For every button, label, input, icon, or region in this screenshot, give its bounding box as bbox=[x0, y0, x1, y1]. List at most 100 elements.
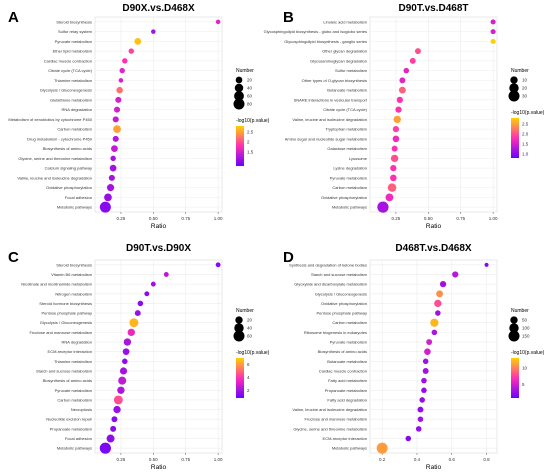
x-axis-label: Ratio bbox=[151, 223, 167, 230]
data-point bbox=[490, 29, 496, 35]
size-legend-label: 20 bbox=[522, 86, 528, 91]
y-tick-label: Carbon metabolism bbox=[332, 185, 367, 190]
y-tick-label: Sulfur metabolism bbox=[335, 68, 368, 73]
data-point bbox=[110, 155, 116, 162]
y-tick-label: Glycolysis / Gluconeogenesis bbox=[40, 88, 92, 93]
y-tick-label: Glycosphingolipid biosynthesis - globo a… bbox=[264, 29, 367, 34]
data-point bbox=[106, 434, 115, 443]
data-point bbox=[111, 416, 118, 423]
y-tick-label: Fructose and mannose metabolism bbox=[305, 417, 368, 422]
size-legend-label: 80 bbox=[247, 102, 253, 107]
y-tick-label: Glutathione metabolism bbox=[50, 97, 93, 102]
y-tick-label: Glycosaminoglycan degradation bbox=[310, 58, 367, 63]
y-tick-label: Necroptosis bbox=[71, 407, 92, 412]
y-tick-label: Oxidative phosphorylation bbox=[321, 195, 367, 200]
data-point bbox=[150, 281, 156, 287]
color-legend-title: -log10(p.value) bbox=[511, 350, 545, 356]
data-point bbox=[376, 442, 388, 454]
data-point bbox=[127, 328, 135, 337]
y-tick-label: Linoleic acid metabolism bbox=[323, 19, 367, 24]
y-tick-label: Nucleotide excision repair bbox=[46, 417, 92, 422]
colorbar-tick-label: 1.5 bbox=[247, 150, 254, 155]
size-legend-label: 40 bbox=[247, 326, 253, 331]
y-tick-label: Pyruvate metabolism bbox=[330, 340, 368, 345]
x-tick-label: 1.00 bbox=[214, 216, 223, 221]
chart-title: D90X.vs.D468X bbox=[122, 3, 195, 14]
y-tick-label: Focal adhesion bbox=[65, 436, 92, 441]
size-legend-title: Number bbox=[511, 308, 529, 314]
data-point bbox=[163, 272, 169, 277]
y-tick-label: Ribosome biogenesis in eukaryotes bbox=[304, 330, 367, 335]
y-tick-label: Citrate cycle (TCA cycle) bbox=[323, 107, 367, 112]
x-tick-label: 0.25 bbox=[392, 216, 401, 221]
x-tick-label: 0.50 bbox=[149, 457, 158, 462]
y-tick-label: Thiamine metabolism bbox=[54, 359, 93, 364]
data-point bbox=[109, 164, 117, 172]
data-point bbox=[434, 299, 442, 308]
data-point bbox=[436, 290, 444, 298]
y-tick-label: Propanoate metabolism bbox=[50, 426, 93, 431]
y-tick-label: Butanoate metabolism bbox=[327, 359, 367, 364]
x-tick-label: 0.75 bbox=[181, 216, 190, 221]
x-tick-label: 0.8 bbox=[483, 457, 490, 462]
data-point bbox=[422, 368, 429, 374]
data-point bbox=[398, 86, 406, 94]
y-tick-label: Fatty acid metabolism bbox=[328, 378, 368, 383]
y-tick-label: Pyruvate metabolism bbox=[330, 175, 368, 180]
plot-area bbox=[94, 259, 223, 454]
y-tick-label: Butanoate metabolism bbox=[327, 88, 367, 93]
data-point bbox=[417, 416, 424, 422]
size-legend-label: 60 bbox=[247, 94, 253, 99]
data-point bbox=[392, 135, 400, 143]
y-tick-label: Carbon metabolism bbox=[57, 127, 92, 132]
y-tick-label: Pentose phosphate pathway bbox=[42, 311, 92, 316]
colorbar-tick-label: 1.0 bbox=[522, 152, 529, 157]
data-point bbox=[439, 281, 447, 288]
panel-label: A bbox=[8, 9, 19, 26]
y-tick-label: Biosynthesis of amino acids bbox=[43, 378, 92, 383]
chart-title: D468T.vs.D468X bbox=[395, 243, 471, 254]
size-legend-label: 10 bbox=[522, 78, 528, 83]
data-point bbox=[484, 262, 489, 267]
y-tick-label: Lysine degradation bbox=[333, 166, 367, 171]
data-point bbox=[385, 193, 394, 202]
data-point bbox=[377, 201, 389, 213]
y-tick-label: Glycine, serine and threonine metabolism bbox=[18, 156, 92, 161]
panel-label: C bbox=[8, 249, 19, 266]
y-tick-label: Biosynthesis of amino acids bbox=[318, 349, 367, 354]
data-point bbox=[424, 348, 431, 355]
data-point bbox=[490, 38, 496, 44]
data-point bbox=[123, 338, 132, 346]
data-point bbox=[392, 126, 400, 133]
y-tick-label: Cardiac muscle contraction bbox=[44, 58, 92, 63]
panel-c: C D90T.vs.D90X Steroid biosynthesis Vitamin… bbox=[8, 243, 270, 471]
y-tick-label: Starch and sucrose metabolism bbox=[311, 272, 368, 277]
data-point bbox=[421, 377, 427, 384]
color-legend-title: -log10(p.value) bbox=[236, 350, 270, 356]
data-point bbox=[122, 358, 128, 365]
y-tick-label: Carbon metabolism bbox=[332, 320, 367, 325]
size-legend-dot bbox=[508, 330, 520, 342]
size-legend-dot bbox=[509, 83, 519, 93]
data-point bbox=[426, 339, 433, 345]
colorbar-tick-label: 6 bbox=[247, 362, 250, 367]
y-tick-label: Valine, leucine and isoleucine degradati… bbox=[292, 407, 367, 412]
color-legend: -log10(p.value) 10 5 bbox=[511, 350, 545, 398]
data-point bbox=[112, 116, 119, 123]
data-point bbox=[99, 442, 111, 454]
size-legend: Number 20 40 60 bbox=[233, 308, 254, 342]
y-tick-label: Vitamin B6 metabolism bbox=[51, 272, 93, 277]
data-point bbox=[104, 193, 112, 202]
colorbar bbox=[511, 118, 519, 158]
y-tick-label: ECM-receptor interaction bbox=[323, 436, 367, 441]
data-point bbox=[417, 406, 424, 413]
size-legend-label: 20 bbox=[247, 318, 253, 323]
x-tick-label: 1.00 bbox=[214, 457, 223, 462]
y-tick-label: Glycosphingolipid biosynthesis - ganglio… bbox=[284, 39, 367, 44]
size-legend-label: 40 bbox=[247, 86, 253, 91]
size-legend-dot bbox=[509, 323, 519, 333]
size-legend-dot bbox=[235, 316, 243, 324]
data-point bbox=[390, 165, 397, 172]
data-point bbox=[409, 57, 416, 64]
